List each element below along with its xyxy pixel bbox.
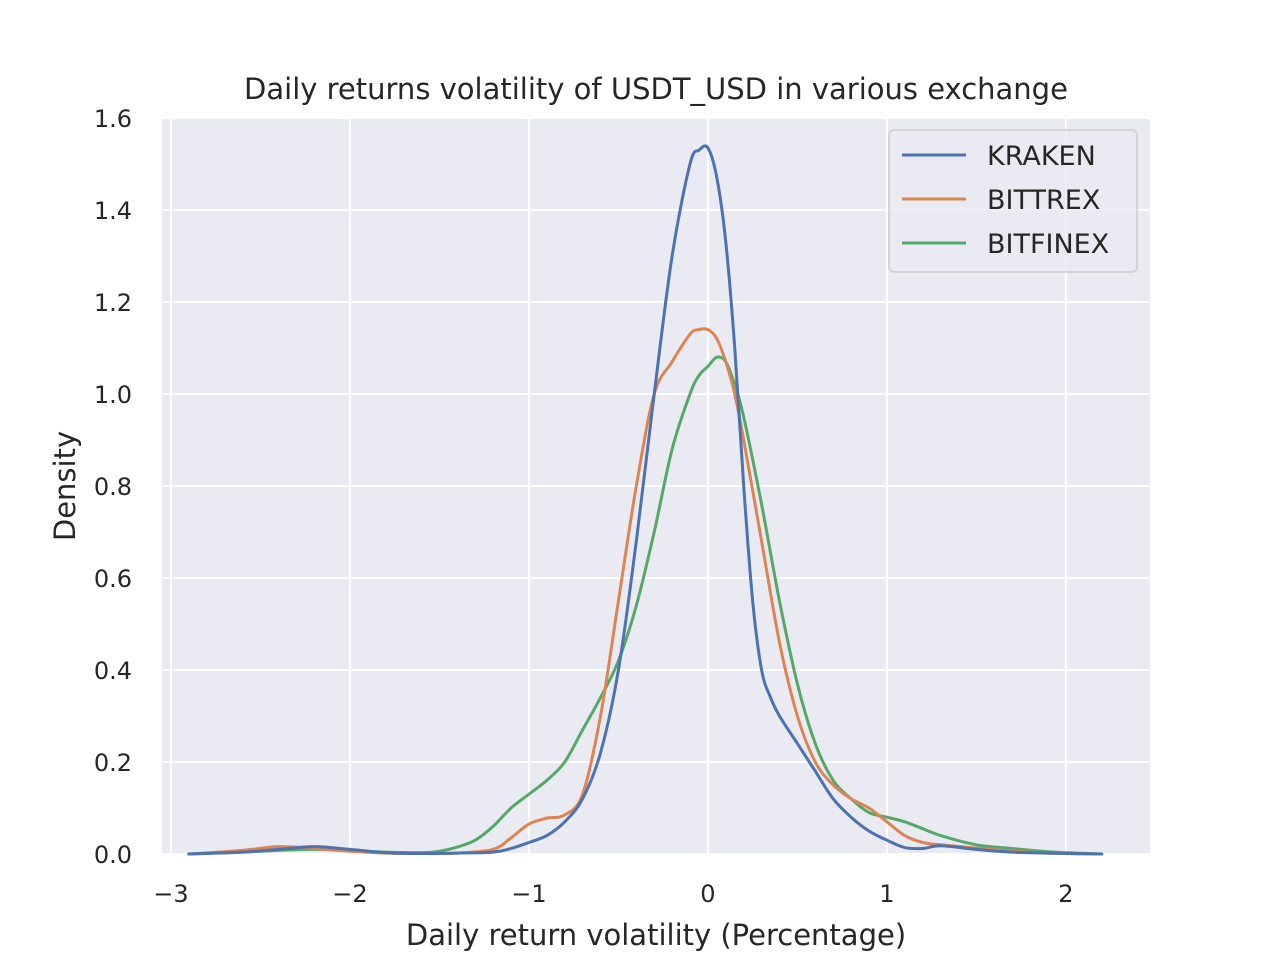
y-tick-label: 1.6 — [94, 105, 132, 133]
legend-label-bittrex: BITTREX — [987, 185, 1100, 216]
y-tick-labels: 0.0 0.2 0.4 0.6 0.8 1.0 1.2 1.4 1.6 — [94, 105, 132, 869]
y-tick-label: 0.8 — [94, 473, 132, 501]
y-tick-label: 1.0 — [94, 381, 132, 409]
x-tick-label: 0 — [700, 880, 715, 908]
y-tick-label: 0.4 — [94, 657, 132, 685]
legend-label-kraken: KRAKEN — [987, 141, 1096, 172]
series-lines — [187, 144, 1104, 856]
chart-title: Daily returns volatility of USDT_USD in … — [244, 72, 1068, 106]
y-gridlines — [162, 117, 1150, 855]
series-line-kraken — [187, 144, 1104, 856]
x-tick-labels: −3 −2 −1 0 1 2 — [153, 880, 1073, 908]
y-tick-label: 0.6 — [94, 565, 132, 593]
x-tick-label: −2 — [332, 880, 367, 908]
legend-box — [888, 129, 1138, 273]
x-axis-label: Daily return volatility (Percentage) — [406, 918, 906, 952]
x-tick-label: −1 — [511, 880, 546, 908]
x-tick-label: 2 — [1058, 880, 1073, 908]
y-tick-label: 1.2 — [94, 289, 132, 317]
x-tick-label: −3 — [153, 880, 188, 908]
x-tick-label: 1 — [879, 880, 894, 908]
y-tick-label: 0.2 — [94, 749, 132, 777]
y-axis-label: Density — [48, 431, 82, 541]
series-line-bitfinex — [187, 355, 1104, 856]
y-tick-label: 1.4 — [94, 197, 132, 225]
legend-label-bitfinex: BITFINEX — [987, 229, 1109, 260]
legend: KRAKEN BITTREX BITFINEX — [888, 129, 1138, 273]
y-tick-label: 0.0 — [94, 841, 132, 869]
